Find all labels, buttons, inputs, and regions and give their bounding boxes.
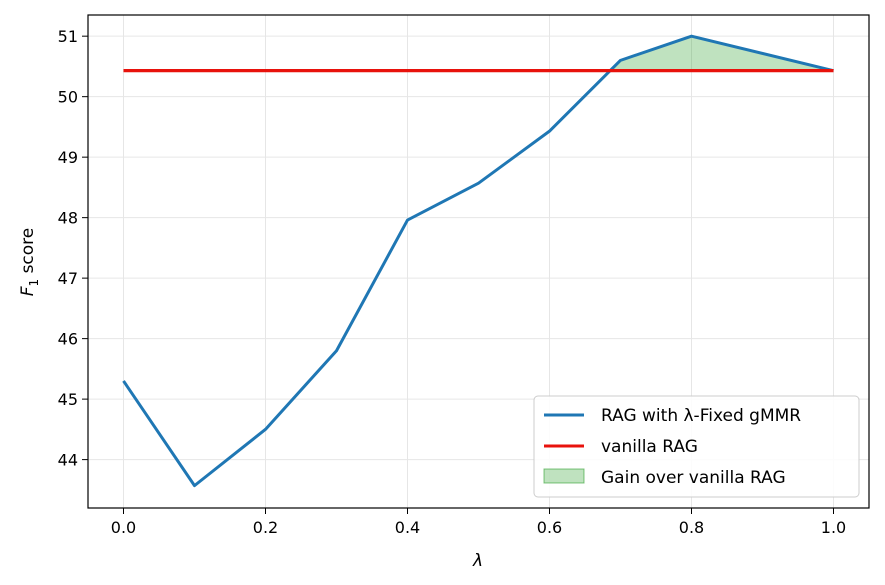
- gain-fill-region: [610, 36, 834, 71]
- series-line-gmmr: [122, 34, 834, 488]
- x-tick-label: 0.6: [537, 518, 562, 537]
- grid-lines: [88, 15, 869, 508]
- plot-frame: [87, 14, 870, 509]
- y-axis-label-main: F: [18, 286, 38, 296]
- legend-label-gmmr: RAG with λ-Fixed gMMR: [601, 406, 801, 426]
- y-axis-label-rest: score: [18, 228, 38, 279]
- x-axis-ticks: 0.0 0.2 0.4 0.6 0.8 1.0: [111, 508, 846, 537]
- y-tick-label: 44: [58, 451, 78, 470]
- y-tick-label: 50: [58, 88, 78, 107]
- x-tick-label: 0.4: [395, 518, 420, 537]
- y-tick-label: 45: [58, 390, 78, 409]
- legend-swatch-gain: [543, 468, 585, 484]
- y-tick-label: 48: [58, 209, 78, 228]
- y-tick-label: 47: [58, 269, 78, 288]
- y-tick-label: 51: [58, 27, 78, 46]
- gain-fill-area: [610, 36, 834, 71]
- y-axis-label: F1 score: [18, 228, 41, 297]
- x-tick-label: 0.2: [253, 518, 278, 537]
- y-tick-label: 46: [58, 330, 78, 349]
- legend-label-vanilla: vanilla RAG: [601, 437, 698, 457]
- legend-box: [533, 395, 860, 498]
- y-axis-label-subscript: 1: [27, 279, 41, 287]
- x-tick-label: 1.0: [821, 518, 846, 537]
- legend-label-gain: Gain over vanilla RAG: [601, 468, 786, 488]
- x-axis-label: λ: [472, 551, 483, 571]
- x-tick-label: 0.0: [111, 518, 136, 537]
- y-axis-ticks: 44 45 46 47 48 49 50 51: [58, 27, 88, 470]
- x-tick-label: 0.8: [679, 518, 704, 537]
- series-lines: [122, 34, 834, 488]
- legend: RAG with λ-Fixed gMMR vanilla RAG Gain o…: [533, 395, 860, 498]
- y-tick-label: 49: [58, 148, 78, 167]
